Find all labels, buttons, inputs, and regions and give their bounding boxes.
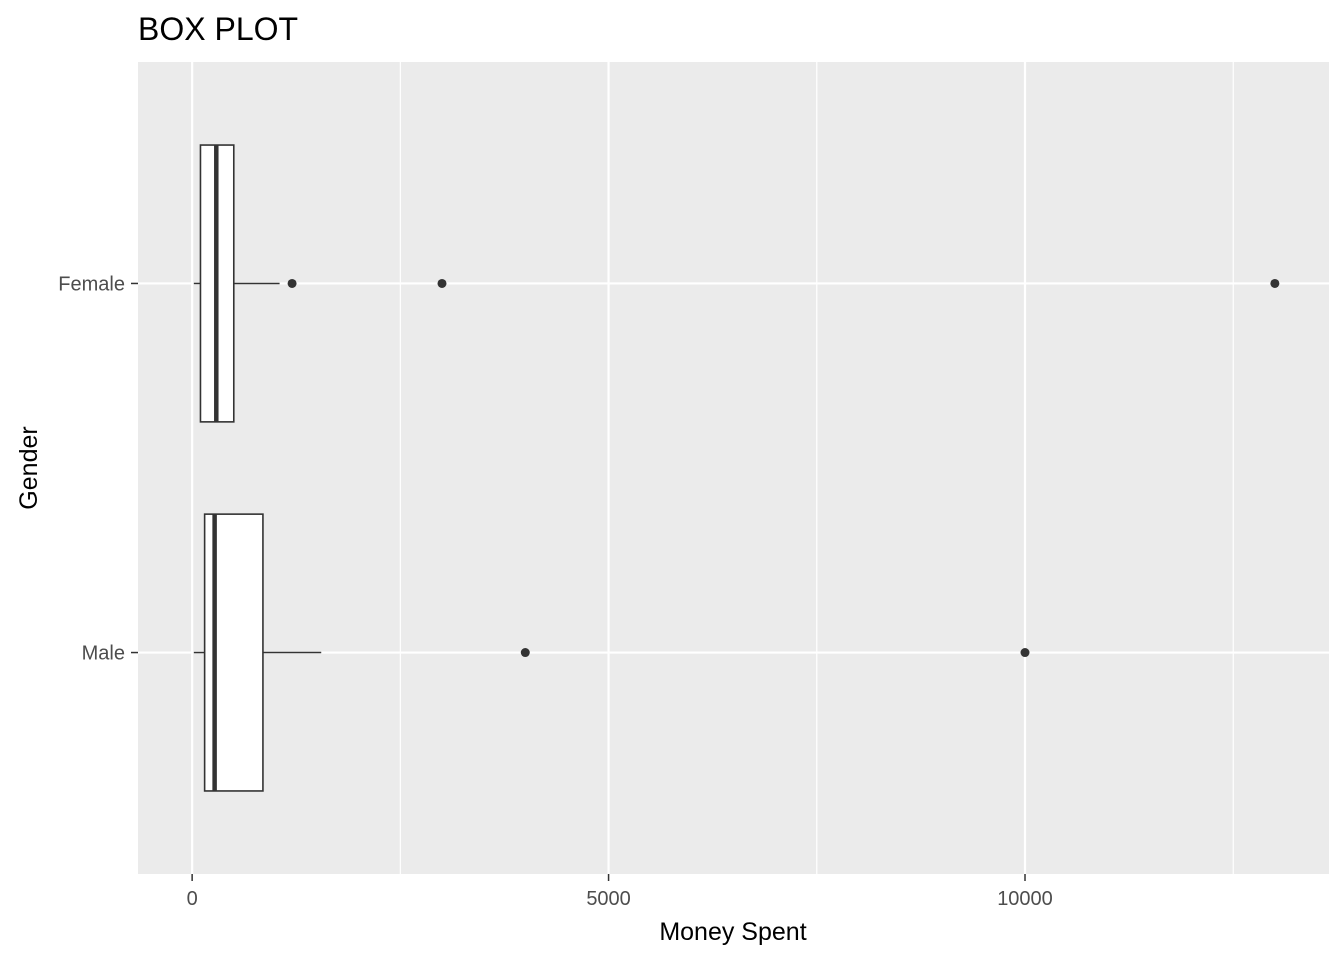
y-tick-label: Male: [82, 643, 125, 665]
x-tick-label: 5000: [586, 888, 631, 910]
outlier-point: [1270, 278, 1280, 288]
y-axis-title: Gender: [15, 426, 43, 509]
box-female: [193, 144, 1280, 423]
chart-title: BOX PLOT: [138, 11, 298, 47]
outlier-point: [437, 278, 447, 288]
x-axis-title: Money Spent: [659, 918, 806, 946]
outlier-point: [287, 278, 297, 288]
axes: 0 5000 10000 Female Male: [58, 273, 1053, 910]
boxes: [193, 144, 1280, 792]
box-male: [193, 513, 1030, 792]
plot-panel: [138, 62, 1329, 874]
grid-lines: [138, 62, 1329, 874]
outlier-point: [520, 648, 530, 658]
x-tick-label: 0: [187, 888, 198, 910]
y-tick-label: Female: [58, 273, 125, 295]
x-tick-label: 10000: [997, 888, 1053, 910]
outlier-point: [1020, 648, 1030, 658]
